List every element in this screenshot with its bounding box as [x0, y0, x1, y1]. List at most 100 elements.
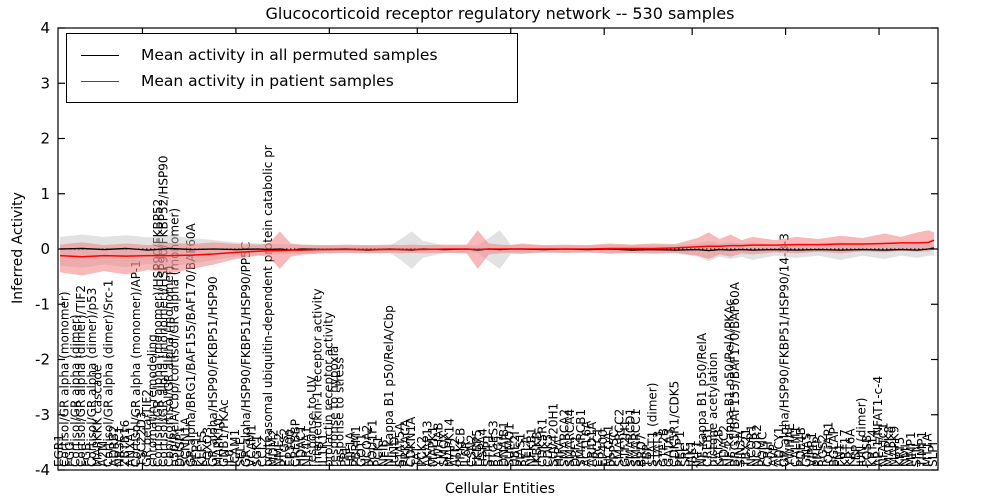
x-tick-label: MMP1: [904, 431, 918, 467]
x-tick-label: ACTL6A: [580, 420, 594, 467]
x-tick-label: Cortisol/GR alpha (monomer): [57, 291, 71, 467]
x-tick-label: ANXA1: [123, 426, 137, 467]
x-tick-label: AP-1/NFAT1-c-4: [871, 376, 885, 467]
x-tick-label: interleukin-1 receptor activity: [310, 288, 324, 467]
x-tick-label: YWHAE: [783, 423, 797, 468]
x-tick-label: RELA: [519, 435, 533, 467]
x-tick-label: histone acetylation: [706, 352, 720, 467]
legend-entry-permuted: Mean activity in all permuted samples: [81, 42, 507, 68]
y-tick-label: 4: [40, 19, 50, 37]
x-tick-label: Cortisol/GR alpha (monomer)/HSP90/FKBP52…: [156, 156, 170, 467]
x-tick-label: NCOA1: [602, 425, 616, 467]
x-tick-label: BGLAP: [827, 427, 841, 467]
x-tick-label: SMARCD1: [624, 408, 638, 467]
x-tick-label: TBX21: [739, 428, 753, 468]
y-tick-label: -1: [35, 295, 50, 313]
x-tick-label: GTF2B: [657, 428, 671, 467]
x-tick-label: FKBP5: [470, 429, 484, 467]
x-tick-label: EGR1: [52, 434, 66, 467]
x-tick-label: BRD7: [635, 434, 649, 467]
x-tick-label: CRH: [761, 441, 775, 467]
x-tick-label: PCK1: [371, 436, 385, 467]
x-tick-label: PCK2: [415, 436, 429, 467]
x-tick-label: POU1F1: [365, 419, 379, 467]
x-tick-label: JUND: [387, 436, 401, 468]
x-tick-label: NF-kappa B1 p50/RelA: [695, 332, 709, 467]
x-tick-label: ERCC1: [591, 427, 605, 467]
x-tick-label: GR beta/TIF2: [140, 389, 154, 467]
x-tick-label: NCOA2: [360, 425, 374, 467]
y-tick-label: 2: [40, 130, 50, 148]
x-tick-label: prolactin receptor activity: [321, 312, 335, 467]
x-tick-label: Cortisol/GR alpha (dimer): [68, 314, 82, 467]
patient-std-band: [60, 230, 934, 276]
x-tick-label: TSC22D3: [134, 412, 148, 468]
x-tick-label: Cbp/cortisol/GR alpha (monomer): [162, 266, 176, 467]
y-tick-label: -3: [35, 406, 50, 424]
x-tick-label: PELP1: [673, 431, 687, 467]
x-tick-label: SGK1: [250, 435, 264, 467]
x-tick-label: TIMP1: [915, 431, 929, 468]
x-tick-label: DPF2: [569, 436, 583, 467]
x-tick-label: response to stress: [332, 357, 346, 467]
x-tick-label: NFATC1: [877, 422, 891, 467]
x-tick-label: YWHAB: [431, 422, 445, 468]
legend: Mean activity in all permuted samples Me…: [66, 33, 518, 103]
x-tick-label: CALM1: [789, 426, 803, 467]
x-axis-label: Cellular Entities: [444, 481, 556, 497]
x-tick-label: SMARCA4: [563, 409, 577, 467]
x-tick-label: SIN3A: [734, 430, 748, 467]
x-tick-label: SMARCC2: [613, 409, 627, 467]
x-tick-label: EP400: [596, 429, 610, 467]
x-tick-label: MAPK1: [426, 426, 440, 467]
x-tick-label: UBE2I: [508, 431, 522, 467]
x-tick-label: SFN: [910, 444, 924, 468]
y-tick-label: 3: [40, 74, 50, 92]
x-tick-label: IQGAP1: [822, 422, 836, 467]
x-tick-label: FGG: [63, 442, 77, 468]
x-tick-label: GR alpha/HSP90/FKBP51/HSP90/14-3-3: [778, 233, 792, 467]
legend-label: Mean activity in patient samples: [141, 72, 394, 90]
x-tick-label: ADRB2: [107, 425, 121, 467]
x-tick-label: IRF1: [690, 441, 704, 467]
x-tick-label: HDAC2: [717, 425, 731, 467]
x-tick-label: GOT1: [354, 433, 368, 467]
x-tick-label: GR alpha/HSP90/FKBP51/HSP90: [206, 276, 220, 467]
x-tick-label: NR4A1: [299, 426, 313, 467]
x-tick-label: CREBBP: [288, 419, 302, 467]
x-tick-label: ARID1A: [585, 421, 599, 467]
x-tick-label: MAPK14: [442, 418, 456, 467]
x-tick-label: Cortisol/GR alpha (monomer)/AP-1: [129, 260, 143, 467]
x-tick-label: KRT17: [838, 429, 852, 467]
x-tick-label: STAT1 (dimer): [646, 383, 660, 467]
x-tick-label: NMI: [899, 444, 913, 467]
x-tick-label: Cortisol/GR alpha (dimer)/p53: [85, 288, 99, 467]
x-tick-label: GATA3: [662, 428, 676, 467]
x-tick-label: chromatin remodeling: [145, 334, 159, 467]
x-tick-label: GNAS: [800, 433, 814, 467]
x-tick-label: DUSP1: [173, 426, 187, 467]
x-tick-label: CREB1: [701, 427, 715, 467]
x-tick-label: BRG1/BAF155/BAF170/BAF60A: [728, 281, 742, 467]
x-tick-label: POMC: [756, 432, 770, 467]
chart-title: Glucocorticoid receptor regulatory netwo…: [265, 4, 735, 23]
x-tick-label: NCOR2: [750, 424, 764, 467]
x-tick-label: PTGES3: [486, 420, 500, 467]
x-tick-label: IKBKB: [530, 431, 544, 467]
x-tick-label: CDK5R1: [536, 418, 550, 467]
x-tick-label: MT1A: [921, 433, 935, 467]
x-tick-label: NFIB: [376, 439, 390, 467]
x-tick-label: STIP1: [481, 434, 495, 467]
x-tick-label: BAG1: [492, 434, 506, 467]
x-tick-label: Cortisol/GR alpha (dimer)/Src-1: [101, 280, 115, 467]
x-tick-label: HSPA4: [475, 428, 489, 467]
x-tick-label: CDKN1A: [404, 416, 418, 467]
x-tick-label: VIPR1: [805, 432, 819, 467]
x-tick-label: PPP5C: [607, 429, 621, 467]
x-tick-label: SRC: [679, 443, 693, 467]
x-tick-label: JUN (dimer): [855, 398, 869, 468]
x-tick-label: KRT6A: [844, 428, 858, 467]
x-tick-label: AVP: [767, 444, 781, 467]
